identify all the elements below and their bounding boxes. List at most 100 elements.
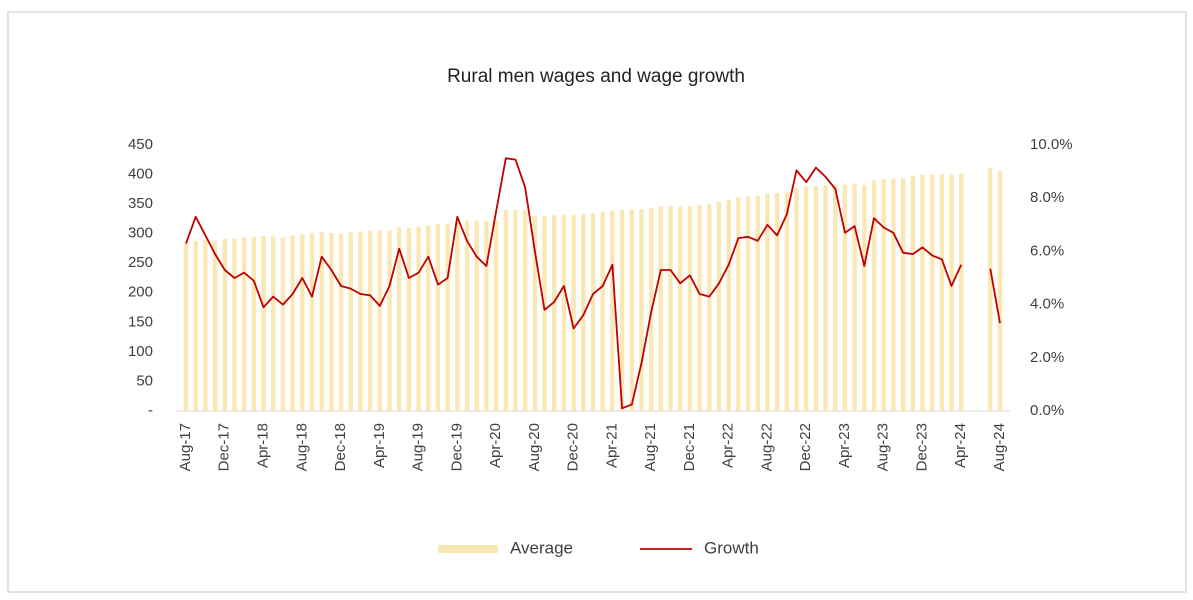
bar [736, 197, 741, 411]
bar [600, 211, 605, 411]
bar [900, 178, 906, 411]
bar [726, 199, 731, 411]
bar [910, 175, 915, 411]
bar [561, 214, 567, 411]
y2-tick-label: 0.0% [1030, 402, 1064, 419]
bar [629, 209, 634, 411]
bar [803, 186, 809, 411]
bar [319, 231, 324, 411]
bar [833, 184, 838, 411]
x-tick-label: Dec-18 [332, 423, 349, 471]
bar [474, 220, 479, 411]
bar [842, 184, 848, 411]
bar [435, 223, 441, 411]
bar [891, 178, 896, 411]
bar [794, 188, 799, 411]
bar [668, 205, 673, 411]
bar [687, 205, 693, 411]
bar [707, 204, 712, 411]
bar [581, 214, 586, 411]
bar [416, 226, 421, 411]
bar [290, 235, 295, 411]
x-tick-label: Aug-20 [526, 423, 543, 471]
x-tick-label: Aug-24 [991, 423, 1008, 471]
x-tick-label: Dec-23 [913, 423, 930, 471]
bar [513, 210, 518, 411]
bar [503, 210, 508, 411]
x-tick-label: Dec-17 [216, 423, 233, 471]
legend-label: Growth [704, 538, 759, 557]
bar [203, 239, 208, 411]
bar [619, 210, 625, 411]
bar [193, 240, 198, 411]
bar [183, 242, 189, 411]
bar [639, 208, 644, 411]
x-tick-label: Apr-22 [720, 423, 737, 468]
bar [823, 185, 828, 411]
x-tick-label: Apr-19 [371, 423, 388, 468]
bar [852, 183, 857, 411]
y-tick-label: 250 [128, 254, 153, 271]
x-tick-label: Apr-21 [603, 423, 620, 468]
bar [610, 210, 615, 411]
x-tick-label: Apr-18 [254, 423, 271, 468]
bar [377, 230, 383, 411]
bar [590, 212, 596, 411]
bar [309, 233, 315, 411]
bar [232, 238, 237, 411]
bar [271, 235, 276, 411]
x-tick-label: Dec-22 [797, 423, 814, 471]
x-tick-label: Dec-20 [565, 423, 582, 471]
bar [871, 180, 877, 411]
bar [532, 215, 538, 411]
bar [261, 236, 266, 411]
y2-tick-label: 10.0% [1030, 136, 1073, 153]
y-tick-label: 100 [128, 343, 153, 360]
bar [552, 215, 557, 411]
bar [280, 237, 286, 411]
bar [755, 195, 760, 411]
x-tick-label: Aug-18 [293, 423, 310, 471]
x-tick-label: Aug-17 [177, 423, 194, 471]
bar [658, 206, 664, 411]
x-tick-label: Dec-19 [448, 423, 465, 471]
bar [396, 227, 402, 411]
bar [959, 173, 964, 411]
bar [348, 232, 353, 411]
bar [464, 220, 470, 411]
y-tick-label: 300 [128, 225, 153, 242]
y-tick-label: 150 [128, 313, 153, 330]
y2-tick-label: 2.0% [1030, 349, 1064, 366]
bar [358, 231, 363, 411]
bar [716, 201, 722, 411]
y-tick-label: 450 [128, 136, 153, 153]
bar [329, 233, 334, 411]
bar [367, 230, 373, 411]
bar [774, 192, 780, 411]
bar [784, 192, 790, 411]
legend-label: Average [510, 538, 573, 557]
bar [920, 174, 925, 411]
y-tick-label: 350 [128, 195, 153, 212]
bar [929, 174, 935, 411]
bar [571, 215, 576, 411]
bar [455, 221, 460, 411]
bar [678, 206, 683, 411]
bar [697, 205, 702, 411]
bar [939, 173, 945, 411]
x-tick-label: Aug-22 [758, 423, 775, 471]
bar [881, 179, 886, 411]
x-tick-label: Dec-21 [681, 423, 698, 471]
bar [212, 240, 218, 411]
x-tick-label: Aug-23 [875, 423, 892, 471]
bar [493, 220, 499, 411]
bar [387, 230, 392, 411]
bar [222, 238, 227, 411]
bar [813, 185, 819, 411]
bar [997, 171, 1003, 411]
bar [445, 224, 450, 411]
x-tick-label: Apr-23 [836, 423, 853, 468]
bar [484, 220, 489, 411]
bar [745, 196, 751, 411]
